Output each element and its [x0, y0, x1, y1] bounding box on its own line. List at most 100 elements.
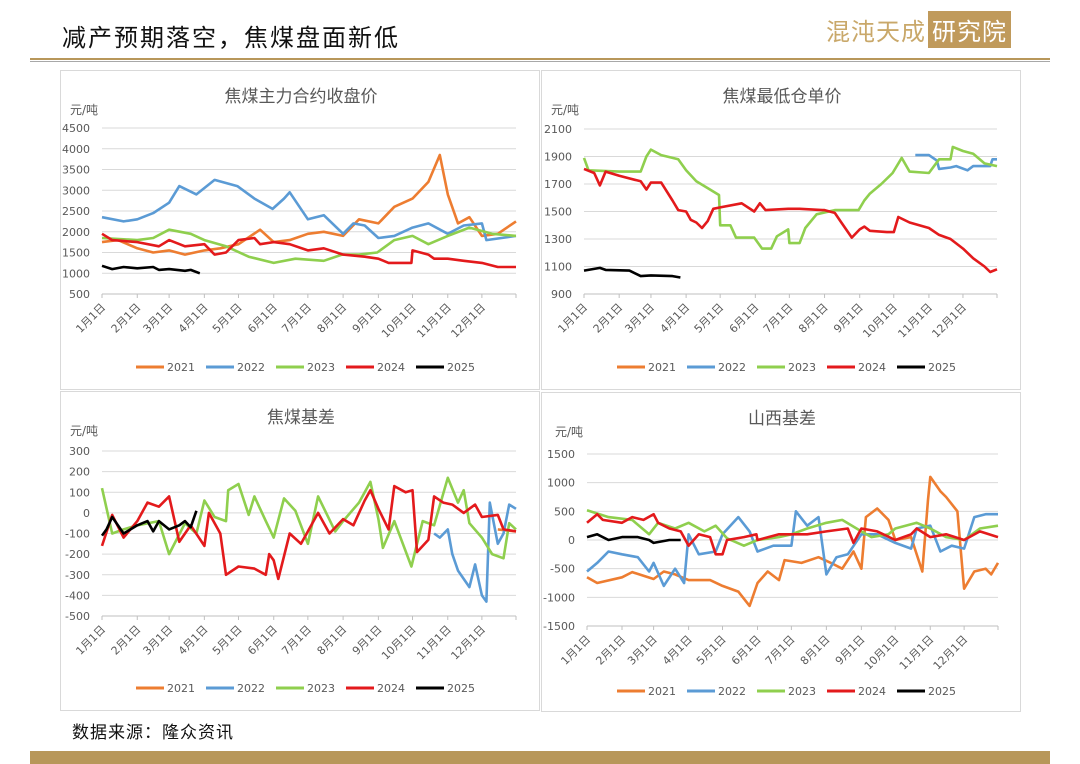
legend-label: 2025 — [447, 361, 475, 374]
chart-title: 焦煤最低仓单价 — [723, 87, 842, 107]
x-tick-label: 12月1日 — [931, 633, 971, 673]
series-line-2021 — [586, 475, 1000, 608]
legend-label: 2025 — [447, 682, 475, 695]
x-tick-label: 11月1日 — [895, 301, 935, 341]
series-line-2024 — [100, 484, 517, 581]
y-tick-label: 900 — [551, 288, 572, 301]
chart-panel-coking-coal-basis: 焦煤基差 元/吨 -500 -400 -300 -200 -100 0 100 200 300 1月1… — [60, 391, 540, 711]
y-tick-label: 1500 — [62, 247, 90, 260]
y-tick-label: 1000 — [547, 477, 575, 490]
chart-panel-coking-coal-futures-price: 焦煤主力合约收盘价 元/吨 500 1000 1500 2000 2500 3000 3500 4… — [60, 70, 540, 390]
y-tick-label: -100 — [65, 528, 90, 541]
y-tick-label: -500 — [550, 563, 575, 576]
y-tick-label: 1700 — [544, 178, 572, 191]
x-tick-label: 1月1日 — [555, 301, 590, 336]
data-source-note: 数据来源：隆众资讯 — [72, 723, 234, 743]
y-tick-label: 3500 — [62, 164, 90, 177]
x-tick-label: 12月1日 — [929, 301, 969, 341]
x-tick-label: 12月1日 — [448, 623, 488, 663]
y-tick-label: 1500 — [544, 206, 572, 219]
company-logo: 混沌天成 研究院 — [826, 10, 1011, 48]
x-tick-label: 4月1日 — [176, 623, 211, 658]
x-tick-label: 10月1日 — [379, 623, 419, 663]
legend-label: 2024 — [858, 685, 886, 698]
y-axis-unit: 元/吨 — [70, 424, 98, 438]
y-tick-label: 2100 — [544, 123, 572, 136]
x-tick-label: 5月1日 — [210, 623, 245, 658]
series-line-2023 — [582, 145, 998, 250]
legend-label: 2021 — [167, 361, 195, 374]
y-tick-label: -1500 — [543, 620, 575, 633]
logo-text-badge: 研究院 — [928, 10, 1011, 48]
y-tick-label: 500 — [69, 288, 90, 301]
y-tick-label: 2000 — [62, 226, 90, 239]
x-tick-label: 10月1日 — [860, 301, 900, 341]
y-axis-unit: 元/吨 — [70, 103, 98, 117]
x-tick-label: 4月1日 — [660, 633, 695, 668]
y-tick-label: -300 — [65, 569, 90, 582]
y-tick-label: 1900 — [544, 151, 572, 164]
legend-label: 2023 — [307, 682, 335, 695]
x-tick-label: 1月1日 — [558, 633, 593, 668]
series-line-2022 — [101, 178, 517, 242]
y-tick-label: 1100 — [544, 261, 572, 274]
series-line-2022 — [433, 501, 517, 603]
y-tick-label: -1000 — [543, 591, 575, 604]
legend-label: 2023 — [788, 361, 816, 374]
legend-label: 2024 — [377, 361, 405, 374]
legend-label: 2021 — [167, 682, 195, 695]
x-tick-label: 7月1日 — [763, 633, 798, 668]
y-tick-label: 500 — [554, 505, 575, 518]
x-tick-label: 3月1日 — [141, 301, 176, 336]
x-tick-label: 5月1日 — [694, 633, 729, 668]
x-tick-label: 3月1日 — [625, 633, 660, 668]
legend-label: 2025 — [928, 685, 956, 698]
chart-title: 焦煤主力合约收盘价 — [225, 87, 378, 107]
x-tick-label: 10月1日 — [379, 301, 419, 341]
x-tick-label: 7月1日 — [279, 301, 314, 336]
x-tick-label: 2月1日 — [591, 301, 626, 336]
y-tick-label: 2500 — [62, 205, 90, 218]
x-tick-label: 6月1日 — [729, 633, 764, 668]
x-tick-label: 11月1日 — [414, 301, 454, 341]
y-tick-label: 0 — [568, 534, 575, 547]
legend-label: 2022 — [718, 685, 746, 698]
x-tick-label: 12月1日 — [448, 301, 488, 341]
y-tick-label: 0 — [83, 507, 90, 520]
series-line-2025 — [101, 264, 201, 275]
chart-title: 山西基差 — [748, 409, 816, 429]
x-tick-label: 10月1日 — [862, 633, 902, 673]
x-tick-label: 3月1日 — [622, 301, 657, 336]
y-tick-label: 3000 — [62, 184, 90, 197]
y-tick-label: 4500 — [62, 122, 90, 135]
series-line-2024 — [101, 232, 516, 269]
x-tick-label: 4月1日 — [176, 301, 211, 336]
legend-label: 2021 — [648, 361, 676, 374]
x-tick-label: 11月1日 — [897, 633, 937, 673]
y-tick-label: 100 — [69, 486, 90, 499]
legend-label: 2022 — [237, 682, 265, 695]
y-tick-label: -200 — [65, 548, 90, 561]
y-tick-label: 300 — [69, 445, 90, 458]
series-line-2024 — [586, 512, 999, 556]
legend-label: 2021 — [648, 685, 676, 698]
x-tick-label: 3月1日 — [141, 623, 176, 658]
x-tick-label: 2月1日 — [593, 633, 628, 668]
y-axis-unit: 元/吨 — [555, 425, 583, 439]
series-line-2023 — [101, 226, 517, 265]
x-tick-label: 6月1日 — [727, 301, 762, 336]
legend-label: 2023 — [307, 361, 335, 374]
legend-label: 2023 — [788, 685, 816, 698]
x-tick-label: 1月1日 — [73, 301, 108, 336]
legend-label: 2025 — [928, 361, 956, 374]
logo-text-main: 混沌天成 — [826, 17, 926, 46]
footer-bar — [30, 751, 1050, 764]
chart-title: 焦煤基差 — [267, 408, 335, 428]
series-line-2023 — [100, 476, 517, 568]
x-tick-label: 8月1日 — [315, 301, 350, 336]
x-tick-label: 2月1日 — [109, 623, 144, 658]
x-tick-label: 7月1日 — [279, 623, 314, 658]
